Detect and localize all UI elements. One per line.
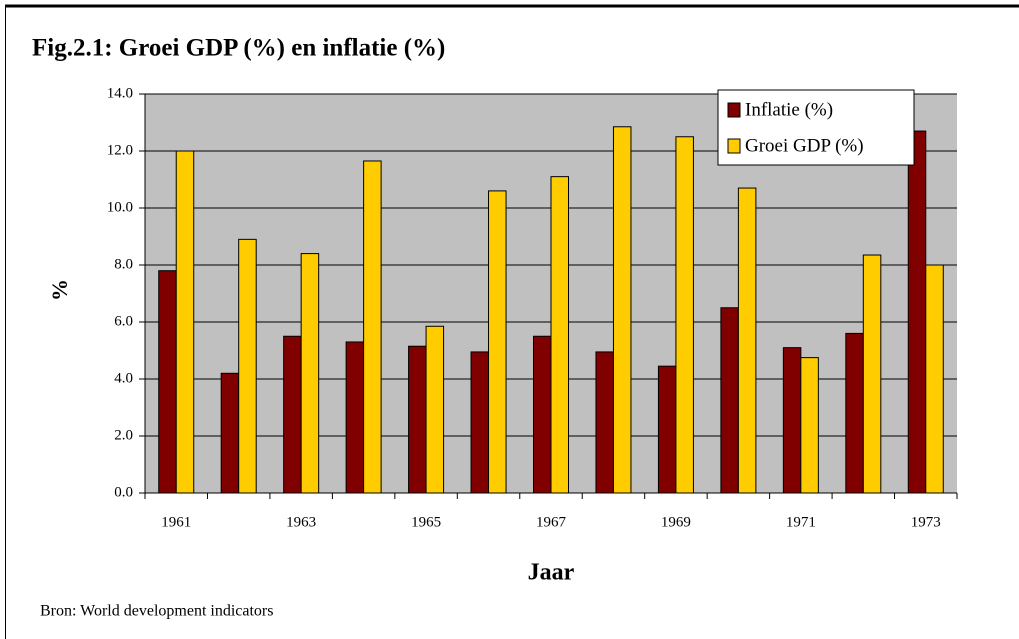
y-tick-label: 2.0 bbox=[114, 427, 133, 443]
bar bbox=[800, 357, 819, 494]
bar bbox=[720, 307, 739, 494]
x-tick-label: 1967 bbox=[536, 514, 567, 530]
bar bbox=[907, 130, 927, 494]
x-tick-label: 1971 bbox=[786, 514, 816, 530]
legend-swatch bbox=[727, 102, 741, 118]
y-tick-label: 4.0 bbox=[114, 370, 133, 386]
y-tick-label: 14.0 bbox=[107, 85, 133, 101]
bar bbox=[782, 347, 802, 494]
y-tick-label: 0.0 bbox=[114, 484, 133, 500]
bar bbox=[595, 351, 614, 494]
bar bbox=[737, 187, 757, 494]
bar bbox=[238, 238, 257, 494]
bar bbox=[533, 335, 552, 494]
y-tick-label: 6.0 bbox=[114, 313, 133, 329]
y-tick-label: 8.0 bbox=[114, 256, 133, 272]
y-tick-label: 12.0 bbox=[107, 142, 133, 158]
x-tick-label: 1961 bbox=[161, 514, 191, 530]
x-tick-label: 1973 bbox=[911, 514, 941, 530]
bar bbox=[550, 176, 569, 494]
legend-label: Groei GDP (%) bbox=[745, 135, 864, 156]
x-tick-label: 1963 bbox=[286, 514, 316, 530]
bar bbox=[345, 341, 365, 494]
bar bbox=[845, 332, 864, 494]
bar bbox=[488, 190, 507, 494]
bar bbox=[862, 254, 882, 494]
bar bbox=[425, 325, 445, 494]
y-axis-label: % bbox=[47, 279, 72, 301]
x-axis-label: Jaar bbox=[528, 560, 575, 586]
bar bbox=[657, 365, 677, 494]
x-tick-label: 1969 bbox=[661, 514, 691, 530]
bar bbox=[612, 126, 632, 494]
chart-title: Fig.2.1: Groei GDP (%) en inflatie (%) bbox=[32, 35, 445, 62]
bar bbox=[470, 351, 490, 494]
legend-swatch bbox=[727, 138, 741, 154]
bar bbox=[283, 335, 302, 494]
bar bbox=[363, 160, 382, 494]
bar bbox=[675, 136, 694, 494]
bar bbox=[220, 372, 240, 494]
bar bbox=[300, 253, 320, 494]
x-tick-label: 1965 bbox=[411, 514, 441, 530]
bar bbox=[925, 264, 944, 494]
legend-box bbox=[717, 89, 915, 166]
bar bbox=[158, 270, 177, 494]
legend-label: Inflatie (%) bbox=[745, 99, 833, 120]
bar bbox=[175, 150, 195, 494]
y-tick-label: 10.0 bbox=[107, 199, 133, 215]
bar bbox=[408, 345, 427, 494]
source-note: Bron: World development indicators bbox=[40, 603, 273, 620]
